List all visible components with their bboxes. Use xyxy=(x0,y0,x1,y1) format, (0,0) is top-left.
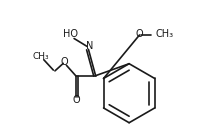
Text: HO: HO xyxy=(63,29,78,39)
Text: O: O xyxy=(136,29,143,39)
Text: CH₃: CH₃ xyxy=(156,29,174,39)
Text: O: O xyxy=(61,57,68,67)
Text: CH₃: CH₃ xyxy=(32,52,49,61)
Text: O: O xyxy=(73,95,80,105)
Text: N: N xyxy=(86,41,93,51)
